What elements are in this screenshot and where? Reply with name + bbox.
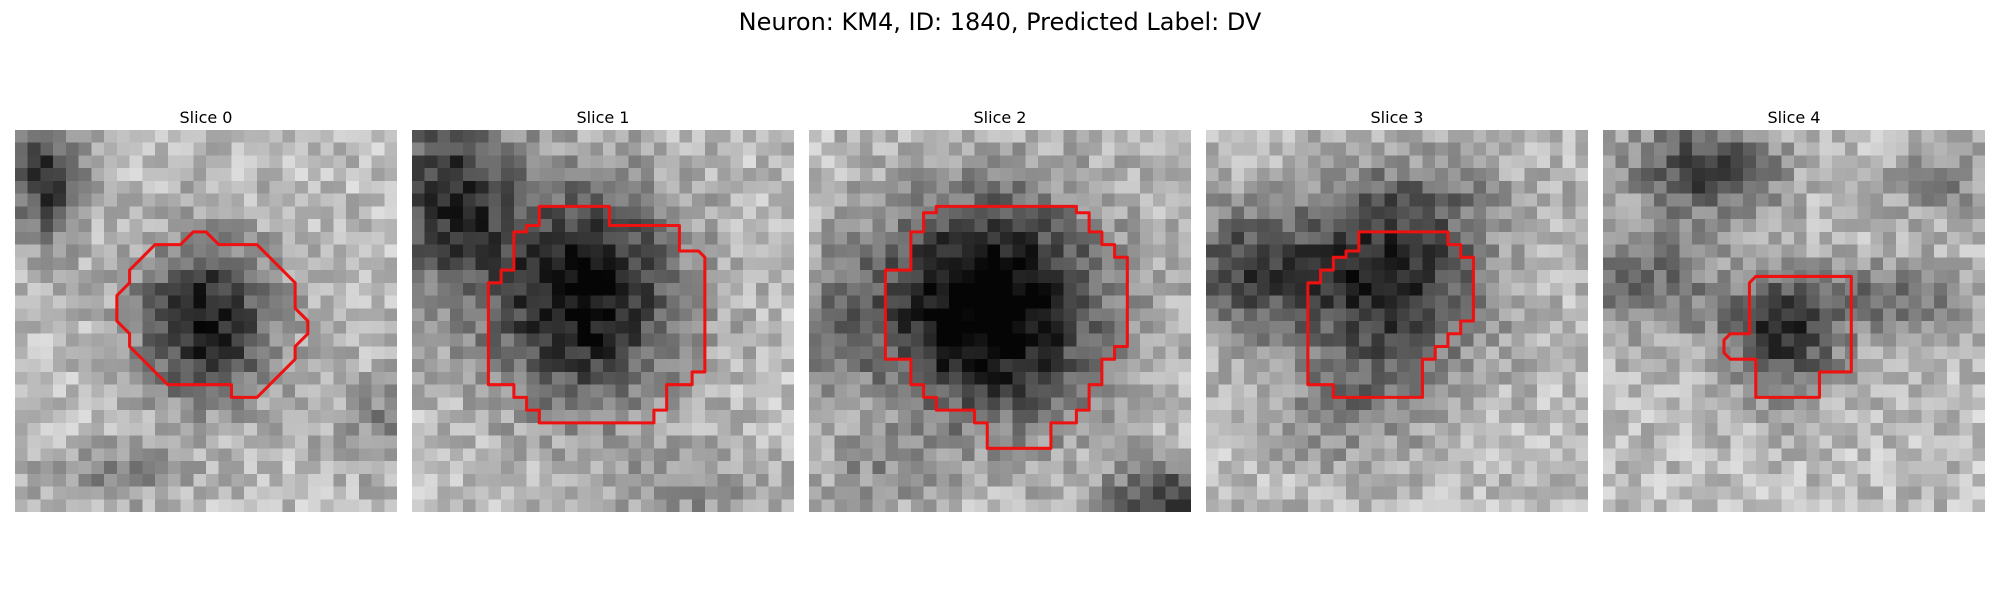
slice-image bbox=[1603, 130, 1985, 512]
slice-panel-1: Slice 1 bbox=[412, 108, 794, 512]
slice-title: Slice 4 bbox=[1767, 108, 1821, 127]
segmentation-contour bbox=[486, 204, 707, 425]
slice-panel-0: Slice 0 bbox=[15, 108, 397, 512]
slice-image bbox=[412, 130, 794, 512]
slice-panel-3: Slice 3 bbox=[1206, 108, 1588, 512]
segmentation-contour bbox=[1306, 230, 1475, 399]
slice-title: Slice 0 bbox=[179, 108, 233, 127]
grayscale-pixels bbox=[15, 130, 397, 512]
slice-image bbox=[809, 130, 1191, 512]
segmentation-contour bbox=[1722, 274, 1853, 399]
grayscale-pixels bbox=[412, 130, 794, 512]
slice-panel-2: Slice 2 bbox=[809, 108, 1191, 512]
grayscale-pixels bbox=[809, 130, 1191, 512]
segmentation-contour bbox=[883, 204, 1129, 450]
figure-title: Neuron: KM4, ID: 1840, Predicted Label: … bbox=[738, 8, 1262, 36]
slice-image bbox=[1206, 130, 1588, 512]
slice-image bbox=[15, 130, 397, 512]
slice-title: Slice 3 bbox=[1370, 108, 1424, 127]
segmentation-contour bbox=[115, 230, 310, 399]
slice-title: Slice 2 bbox=[973, 108, 1027, 127]
grayscale-pixels bbox=[1206, 130, 1588, 512]
slice-panel-4: Slice 4 bbox=[1603, 108, 1985, 512]
grayscale-pixels bbox=[1603, 130, 1985, 512]
slice-title: Slice 1 bbox=[576, 108, 630, 127]
